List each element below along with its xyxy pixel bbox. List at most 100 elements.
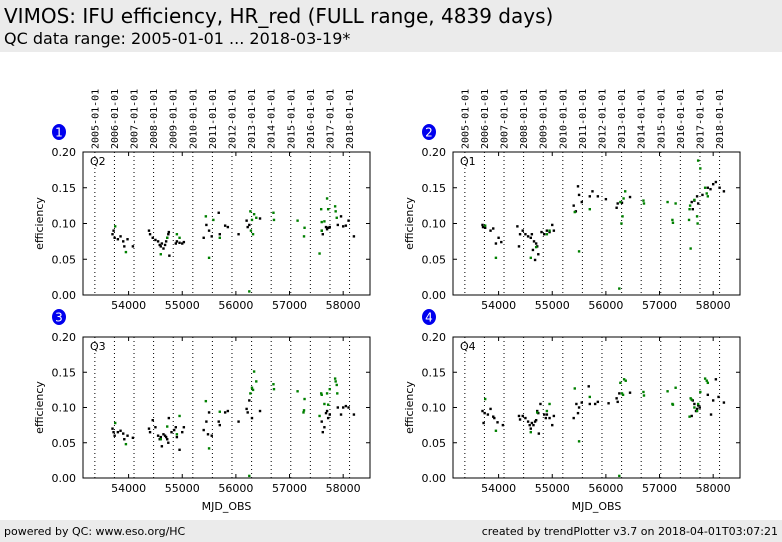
date-marker-label: 2015-01-01 (656, 89, 667, 149)
data-point-green (159, 253, 162, 256)
data-point-black (341, 225, 345, 228)
data-point-black (175, 435, 179, 439)
data-point-green (624, 190, 627, 193)
data-point-black (695, 407, 699, 411)
data-point-green (688, 415, 691, 418)
y-axis-label: efficiency (33, 381, 46, 434)
panel-number: 2 (425, 126, 433, 140)
data-point-black (576, 411, 580, 415)
data-point-black (526, 235, 530, 238)
data-point-green (249, 392, 252, 395)
data-point-black (521, 229, 524, 232)
date-marker-label: 2012-01-01 (597, 89, 608, 149)
data-point-black (695, 195, 699, 198)
data-point-black (174, 242, 178, 245)
data-point-black (111, 427, 114, 430)
data-point-green (178, 414, 181, 418)
data-point-black (532, 423, 535, 427)
data-point-green (333, 377, 337, 380)
data-point-black (160, 445, 164, 448)
data-point-black (607, 402, 610, 405)
date-marker-label: 2013-01-01 (247, 89, 258, 149)
data-point-green (333, 205, 337, 208)
x-tick-label: 58000 (696, 482, 731, 495)
data-point-green (218, 236, 221, 239)
data-point-black (492, 227, 495, 230)
data-point-black (706, 393, 710, 397)
data-point-black (339, 215, 343, 218)
data-point-black (696, 202, 700, 205)
x-axis-label: MJD_OBS (572, 500, 622, 513)
data-point-green (272, 387, 276, 391)
date-marker-label: 2012-01-01 (227, 89, 238, 149)
data-point-green (621, 215, 624, 218)
data-point-black (210, 235, 213, 238)
header: VIMOS: IFU efficiency, HR_red (FULL rang… (0, 0, 782, 52)
data-point-green (319, 208, 323, 211)
data-point-black (181, 430, 184, 434)
data-point-black (154, 238, 157, 242)
y-tick-label: 0.05 (422, 437, 447, 450)
y-tick-label: 0.20 (422, 146, 447, 159)
data-point-black (122, 240, 125, 243)
data-point-green (573, 387, 576, 390)
data-point-black (206, 433, 210, 436)
data-point-black (714, 378, 718, 381)
y-tick-label: 0.00 (52, 289, 77, 302)
data-point-green (494, 429, 498, 432)
data-point-green (699, 167, 702, 170)
data-point-black (154, 426, 157, 429)
plot-frame (82, 151, 371, 296)
data-point-black (174, 426, 178, 429)
x-tick-label: 54000 (481, 482, 516, 495)
data-point-black (536, 409, 539, 413)
data-point-black (529, 236, 532, 239)
date-marker-label: 2006-01-01 (110, 89, 121, 149)
data-point-black (167, 416, 171, 420)
data-point-green (302, 409, 306, 412)
data-point-black (123, 245, 126, 248)
data-point-green (204, 215, 208, 218)
date-marker-label: 2011-01-01 (578, 89, 589, 149)
data-point-black (518, 418, 522, 421)
data-point-green (703, 186, 707, 189)
data-point-black (226, 409, 230, 413)
data-point-black (336, 223, 340, 227)
data-point-black (148, 430, 152, 434)
data-point-black (577, 406, 581, 409)
data-point-green (336, 392, 339, 395)
data-point-green (577, 440, 581, 443)
data-point-green (204, 399, 208, 403)
data-point-black (163, 243, 167, 247)
data-point-black (323, 426, 326, 429)
data-point-green (296, 390, 299, 393)
date-marker-label: 2016-01-01 (676, 89, 687, 149)
data-point-green (693, 198, 696, 202)
data-point-black (711, 399, 715, 402)
x-tick-label: 54000 (111, 482, 146, 495)
y-tick-label: 0.05 (52, 253, 77, 266)
data-point-black (533, 258, 537, 262)
y-axis-label: efficiency (403, 197, 416, 250)
y-tick-label: 0.10 (422, 402, 447, 415)
data-point-black (320, 420, 323, 423)
plot-frame (82, 336, 371, 479)
data-point-green (325, 197, 329, 200)
x-tick-label: 56000 (218, 299, 253, 312)
data-point-black (162, 247, 165, 250)
data-point-black (237, 420, 240, 423)
data-point-green (696, 222, 699, 225)
data-point-black (588, 402, 591, 406)
data-point-green (618, 474, 621, 478)
data-point-black (123, 438, 126, 441)
data-point-black (530, 233, 534, 236)
data-point-green (696, 402, 700, 406)
data-point-green (696, 159, 700, 162)
data-point-green (255, 216, 258, 219)
data-point-black (344, 224, 348, 227)
data-point-black (182, 426, 186, 429)
data-point-black (341, 406, 345, 409)
data-point-black (237, 233, 240, 236)
data-point-black (258, 217, 262, 220)
